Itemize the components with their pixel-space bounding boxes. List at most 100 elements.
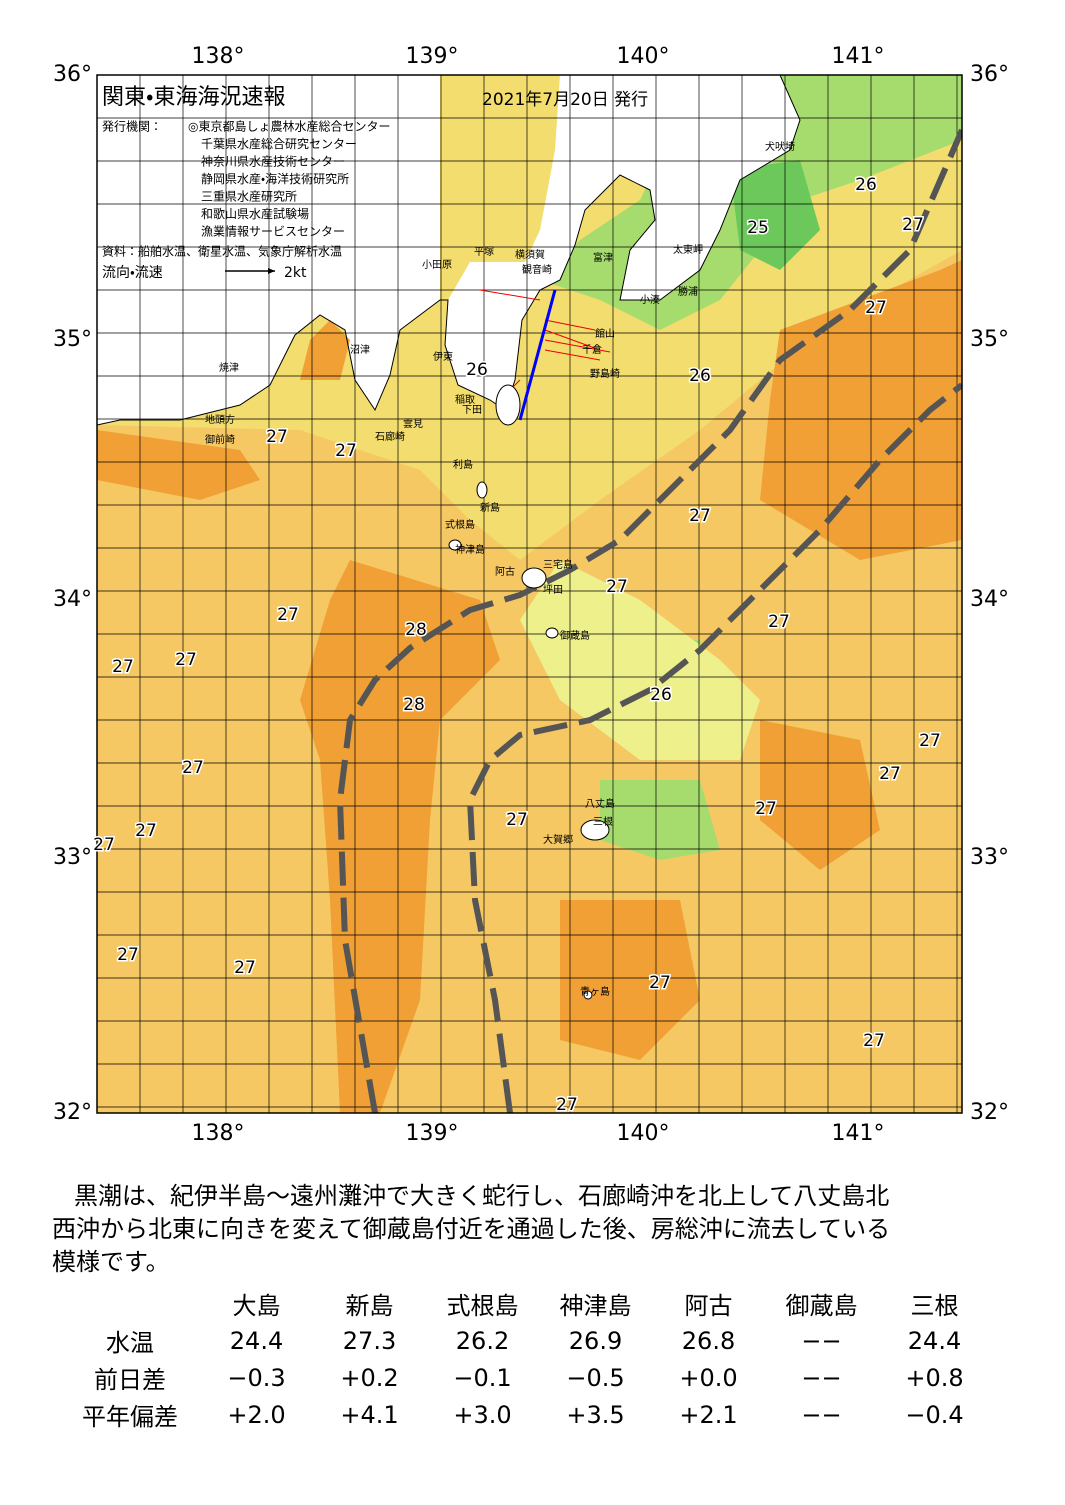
temperature-label: 27 [234, 958, 256, 978]
cell: +0.8 [905, 1363, 964, 1392]
place-name: 伊東 [433, 350, 453, 363]
cell: −0.3 [227, 1363, 286, 1392]
column-header: 大島 [232, 1292, 281, 1320]
temperature-label: 27 [902, 215, 924, 235]
temperature-label: 27 [175, 650, 197, 670]
place-name: 式根島 [445, 518, 475, 531]
title: 関東・東海海況速報 [102, 85, 285, 110]
place-name: 雲見 [403, 418, 423, 430]
place-name: 稲取 [455, 394, 475, 406]
legend-label: 流向・流速 [102, 265, 163, 281]
legend-scale: 2kt [284, 265, 307, 281]
temperature-label: 27 [919, 731, 941, 751]
column-header: 新島 [345, 1292, 394, 1320]
column-header: 阿古 [684, 1292, 733, 1320]
summary-line: 黒潮は、紀伊半島～遠州灘沖で大きく蛇行し、石廊崎沖を北上して八丈島北 [74, 1182, 890, 1210]
place-name: 御蔵島 [560, 629, 590, 642]
temperature-label: 27 [863, 1031, 885, 1051]
lon-label: 140° [617, 1121, 670, 1146]
data-row: 水温 24.4 27.3 26.2 26.9 26.8 −− 24.4 [60, 1322, 991, 1359]
temperature-label: 27 [556, 1095, 578, 1115]
cell: +0.0 [679, 1363, 738, 1392]
islands [448, 384, 610, 1000]
place-name: 地頭方 [205, 413, 235, 426]
cell: +3.0 [453, 1400, 512, 1429]
temperature-label: 26 [650, 685, 672, 705]
cell: −0.4 [905, 1400, 964, 1429]
issuer: ◎東京都島しょ農林水産総合センター [188, 119, 390, 134]
column-header: 御蔵島 [785, 1292, 858, 1320]
temperature-label: 27 [135, 821, 157, 841]
issuer: 神奈川県水産技術センター [201, 154, 345, 169]
issuer: 千葉県水産総合研究センター [201, 136, 357, 151]
place-name: 富津 [593, 251, 613, 264]
summary: 黒潮は、紀伊半島～遠州灘沖で大きく蛇行し、石廊崎沖を北上して八丈島北西沖から北東… [52, 1180, 890, 1279]
row-label: 水温 [106, 1329, 154, 1357]
grid [97, 75, 962, 1113]
cell: −0.5 [566, 1363, 625, 1392]
temperature-label: 27 [768, 612, 790, 632]
lon-label: 139° [406, 44, 459, 69]
place-name: 御前崎 [205, 433, 235, 446]
lon-label: 138° [192, 1121, 245, 1146]
cell: 24.4 [907, 1326, 962, 1355]
issuer-label: 発行機関： [102, 120, 162, 134]
data-row: 平年偏差 +2.0 +4.1 +3.0 +3.5 +2.1 −− −0.4 [60, 1396, 991, 1433]
temperature-label: 27 [277, 605, 299, 625]
place-name: 新島 [480, 501, 500, 514]
cell: +2.0 [227, 1400, 286, 1429]
place-name: 観音崎 [522, 263, 552, 276]
place-name: 館山 [595, 327, 615, 340]
labels: 138° 138° 139° 139° 140° 140° 141° 141° 36° 36° 35… [53, 44, 1009, 1146]
map-frame [96, 74, 963, 1114]
temperature-label: 27 [689, 506, 711, 526]
lon-label: 138° [192, 44, 245, 69]
temperature-label: 27 [606, 577, 628, 597]
lat-label: 35° [970, 327, 1009, 352]
cell: +3.5 [566, 1400, 625, 1429]
cell: +2.1 [679, 1400, 738, 1429]
row-label: 前日差 [94, 1366, 166, 1394]
kuroshio-axis [336, 128, 962, 1113]
lon-label: 140° [617, 44, 670, 69]
temperature-label: 27 [182, 758, 204, 778]
summary-line: 模様です。 [52, 1248, 170, 1276]
temperature-label: 27 [93, 835, 115, 855]
lon-label: 141° [832, 44, 885, 69]
temperature-label: 28 [405, 620, 427, 640]
lat-label: 33° [53, 845, 92, 870]
cell: −0.1 [453, 1363, 512, 1392]
lat-label: 32° [970, 1100, 1009, 1125]
place-name: 勝浦 [678, 285, 698, 298]
cell: 26.9 [568, 1326, 623, 1355]
legend-arrowhead [268, 268, 275, 274]
issuer: 漁業情報サービスセンター [201, 225, 345, 239]
lat-label: 34° [53, 587, 92, 612]
sea-temperature [97, 75, 962, 1113]
temperature-label: 27 [506, 810, 528, 830]
place-name: 石廊崎 [375, 430, 405, 443]
lat-label: 36° [53, 62, 92, 87]
place-name: 神津島 [455, 543, 485, 556]
column-header: 神津島 [559, 1292, 632, 1320]
cell: 26.2 [455, 1326, 510, 1355]
lon-label: 141° [832, 1121, 885, 1146]
column-header: 三根 [910, 1292, 959, 1320]
place-name: 小田原 [422, 259, 452, 271]
map: 138° 138° 139° 139° 140° 140° 141° 141° 36° 36° 35… [53, 44, 1009, 1146]
place-name: 焼津 [219, 362, 239, 374]
cell: +0.2 [340, 1363, 399, 1392]
survey-track [518, 289, 557, 421]
temperature-label: 27 [879, 764, 901, 784]
place-name: 横須賀 [515, 248, 545, 261]
summary-line: 西沖から北東に向きを変えて御蔵島付近を通過した後、房総沖に流去している [52, 1215, 891, 1243]
temperature-label: 26 [855, 175, 877, 195]
place-name: 沼津 [350, 343, 370, 356]
cell: −− [801, 1363, 842, 1392]
place-name: 下田 [462, 405, 482, 416]
place-name: 小湊 [640, 293, 660, 306]
place-name: 三根 [593, 815, 613, 828]
lat-label: 35° [53, 327, 92, 352]
issuer: 静岡県水産・海洋技術研究所 [201, 171, 349, 186]
lon-label: 139° [406, 1121, 459, 1146]
